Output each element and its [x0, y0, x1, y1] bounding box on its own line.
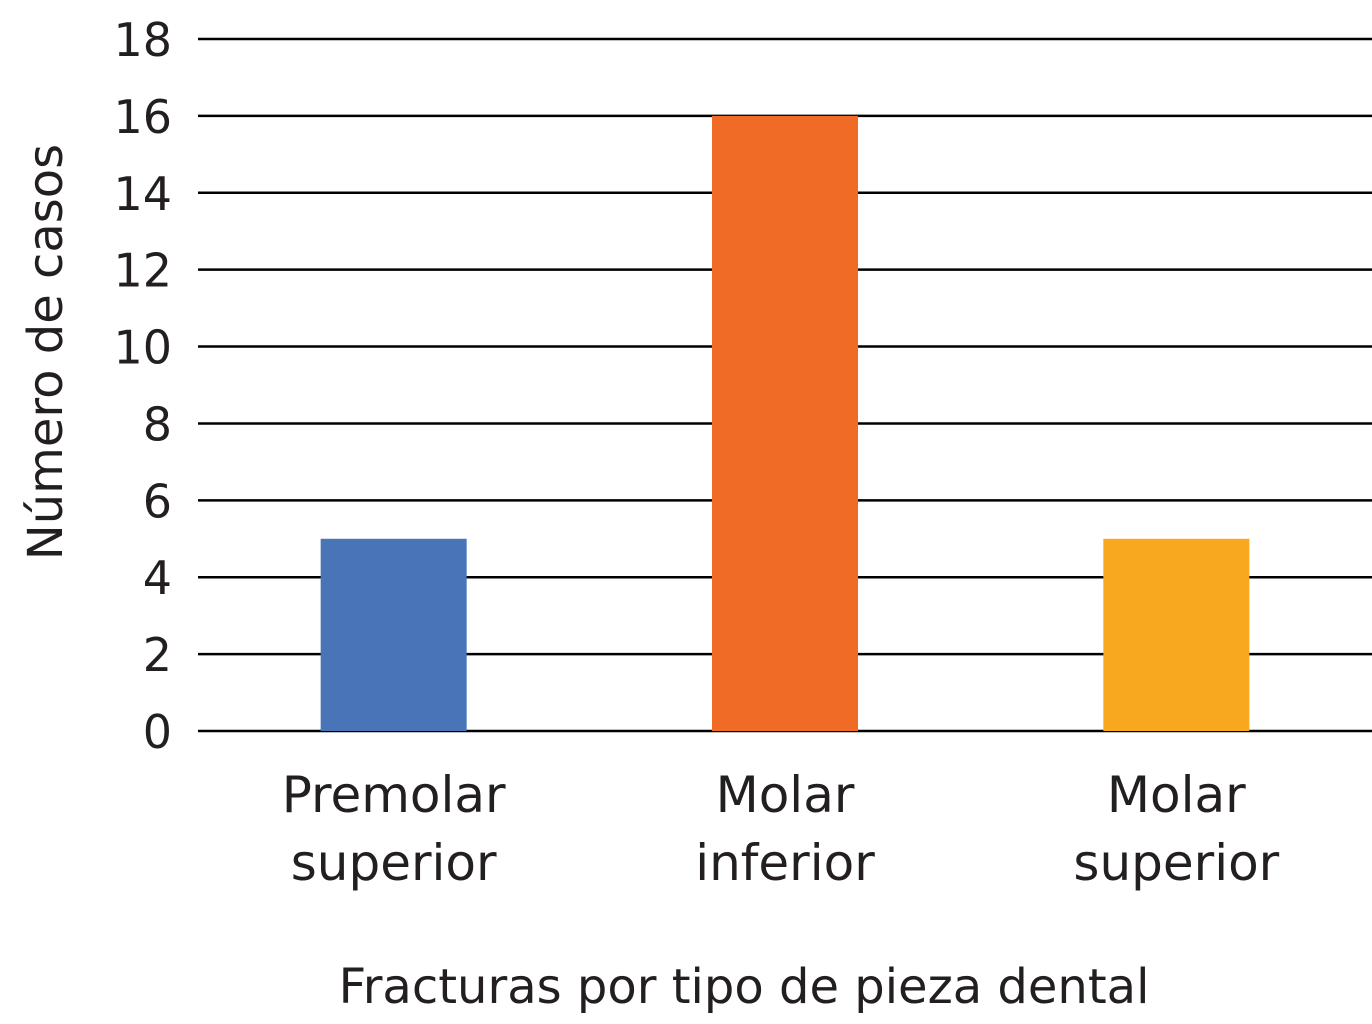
x-category-label-line: Premolar: [282, 766, 506, 824]
x-category-label-line: superior: [291, 834, 497, 892]
y-tick-label: 6: [143, 474, 172, 528]
y-tick-label: 2: [143, 628, 172, 682]
x-category-label: Premolar superior: [282, 766, 506, 892]
y-tick-label: 10: [113, 321, 172, 375]
y-tick-label: 0: [143, 705, 172, 759]
x-category-label-line: inferior: [695, 834, 875, 892]
y-tick-label: 12: [113, 244, 172, 298]
bar: [1103, 538, 1250, 731]
x-category-label-line: Molar: [716, 766, 855, 824]
x-category-label-line: superior: [1073, 834, 1279, 892]
x-category-label: Molar superior: [1073, 766, 1279, 892]
y-tick-label: 16: [113, 90, 172, 144]
x-axis-title: Fracturas por tipo de pieza dental: [339, 959, 1150, 1015]
bar: [320, 538, 467, 731]
x-category-label-line: Molar: [1107, 766, 1246, 824]
y-axis-title: Número de casos: [18, 144, 74, 560]
y-tick-label: 14: [113, 167, 172, 221]
bar: [712, 115, 858, 731]
y-tick-label: 4: [143, 551, 172, 605]
bars: [320, 115, 1250, 731]
y-tick-label: 18: [113, 13, 172, 67]
y-tick-label: 8: [143, 397, 172, 451]
x-category-label: Molar inferior: [695, 766, 875, 892]
x-axis-category-labels: Premolar superior Molar inferior Molar superi…: [282, 766, 1280, 892]
y-axis-tick-labels: 0 2 4 6 8 10 12 14 16 18: [113, 13, 172, 759]
